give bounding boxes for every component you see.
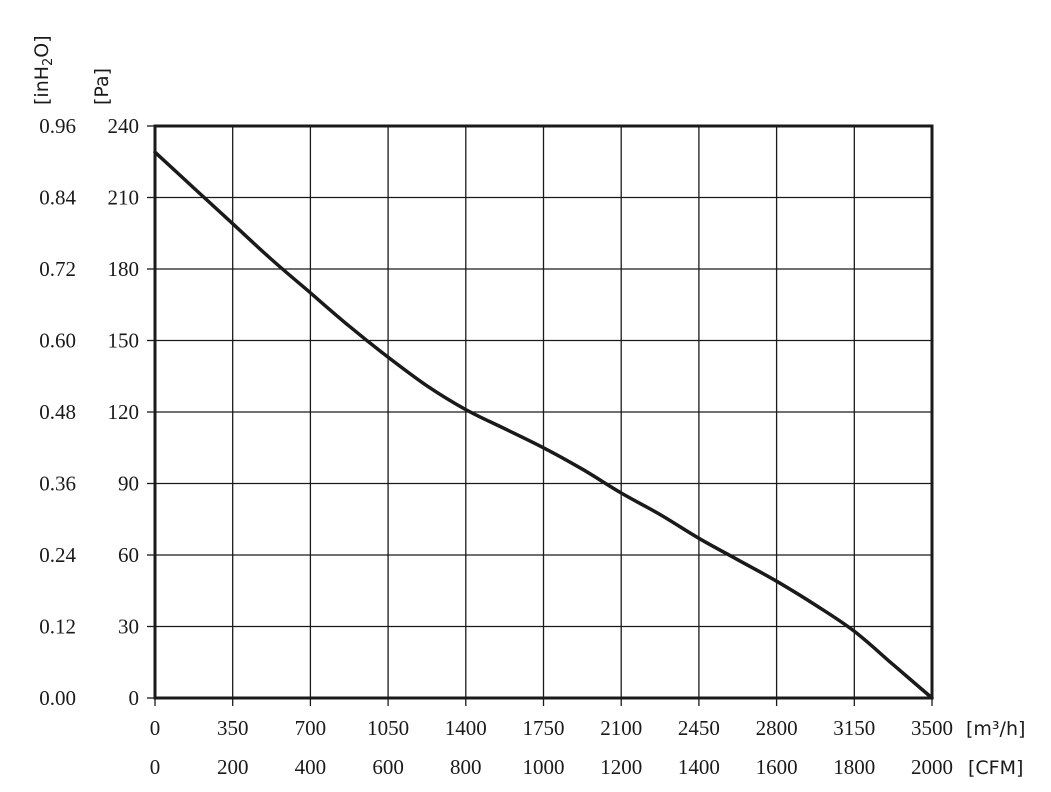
- x-primary-unit-label: [m³/h]: [966, 718, 1025, 740]
- x-secondary-tick-label: 200: [217, 755, 249, 779]
- x-tick-label: 0: [150, 716, 161, 740]
- x-secondary-tick-label: 800: [450, 755, 482, 779]
- y-tick-label: 60: [118, 543, 139, 567]
- grid-lines: [147, 125, 933, 706]
- x-secondary-unit-label: [CFM]: [968, 757, 1023, 779]
- x-secondary-tick-label: 600: [372, 755, 404, 779]
- y-secondary-unit-label: [inH2O]: [31, 35, 56, 105]
- y-tick-label: 210: [108, 186, 140, 210]
- y-tick-label: 180: [108, 257, 140, 281]
- y-secondary-tick-label: 0.24: [39, 543, 76, 567]
- y-secondary-tick-label: 0.60: [39, 329, 76, 353]
- y-secondary-tick-label: 0.48: [39, 400, 76, 424]
- x-secondary-tick-label: 1200: [600, 755, 642, 779]
- y-secondary-tick-label: 0.96: [39, 114, 76, 138]
- y-tick-label: 240: [108, 114, 140, 138]
- pressure-flow-curve: [153, 150, 934, 700]
- y-tick-label: 90: [118, 472, 139, 496]
- x-secondary-tick-label: 0: [150, 755, 161, 779]
- x-secondary-tick-label: 1000: [523, 755, 565, 779]
- y-secondary-tick-label: 0.12: [39, 615, 76, 639]
- y-tick-label: 120: [108, 400, 140, 424]
- plot-frame: [153, 124, 934, 700]
- x-secondary-tick-label: 1800: [833, 755, 875, 779]
- tick-labels: 0035020070040010506001400800175010002100…: [39, 114, 953, 779]
- y-secondary-tick-label: 0.84: [39, 186, 76, 210]
- x-tick-label: 3500: [911, 716, 953, 740]
- x-tick-label: 3150: [833, 716, 875, 740]
- y-tick-label: 30: [118, 615, 139, 639]
- y-tick-label: 150: [108, 329, 140, 353]
- y-secondary-tick-label: 0.00: [39, 686, 76, 710]
- x-tick-label: 1750: [523, 716, 565, 740]
- x-tick-label: 350: [217, 716, 249, 740]
- y-secondary-tick-label: 0.36: [39, 472, 76, 496]
- x-secondary-tick-label: 400: [295, 755, 327, 779]
- x-tick-label: 2100: [600, 716, 642, 740]
- x-secondary-tick-label: 2000: [911, 755, 953, 779]
- x-tick-label: 2800: [756, 716, 798, 740]
- x-tick-label: 1400: [445, 716, 487, 740]
- x-secondary-tick-label: 1600: [756, 755, 798, 779]
- x-tick-label: 700: [295, 716, 327, 740]
- y-secondary-tick-label: 0.72: [39, 257, 76, 281]
- x-secondary-tick-label: 1400: [678, 755, 720, 779]
- x-tick-label: 2450: [678, 716, 720, 740]
- x-tick-label: 1050: [367, 716, 409, 740]
- y-primary-unit-label: [Pa]: [91, 68, 113, 105]
- y-tick-label: 0: [129, 686, 140, 710]
